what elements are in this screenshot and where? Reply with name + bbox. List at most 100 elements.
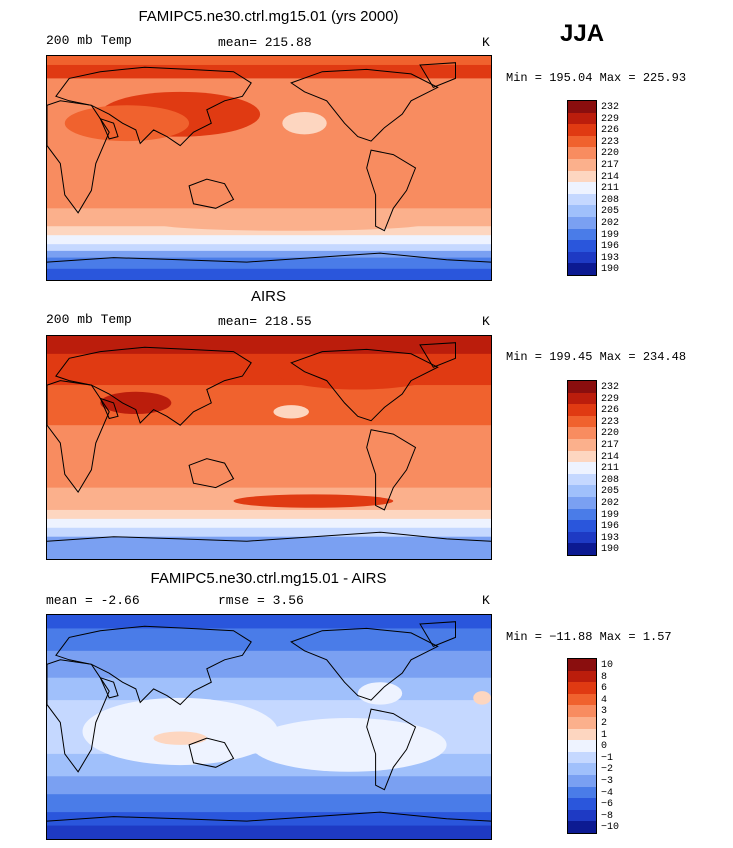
contour-band — [47, 527, 491, 538]
season-label: JJA — [560, 20, 605, 47]
contour-band — [47, 615, 491, 630]
contour-band — [47, 268, 491, 280]
contour-region — [282, 112, 327, 135]
coastline — [366, 149, 417, 232]
contour-band — [47, 64, 491, 80]
colorbar-swatch — [568, 182, 596, 194]
colorbar-swatch — [568, 693, 596, 706]
contour-band — [47, 235, 491, 246]
contour-region — [82, 697, 278, 766]
min-max-label: Min = 199.45 Max = 234.48 — [506, 350, 687, 364]
colorbar-swatch — [568, 716, 596, 729]
coastline — [419, 342, 456, 368]
coastline — [55, 625, 252, 706]
colorbar-swatch — [568, 751, 596, 764]
colorbar-label: 208 — [601, 194, 620, 206]
contour-band — [47, 677, 491, 702]
colorbar-swatch — [568, 485, 596, 497]
coastline — [188, 458, 235, 489]
colorbar-label: 211 — [601, 463, 620, 475]
coastline — [419, 621, 456, 648]
panel-title: AIRS — [250, 288, 286, 305]
colorbar-swatch — [568, 101, 596, 113]
colorbar-label: 232 — [601, 102, 620, 113]
colorbar-label: 226 — [601, 405, 620, 417]
coastline — [99, 676, 119, 699]
colorbar-swatch — [568, 659, 596, 671]
contour-region — [357, 682, 403, 705]
colorbar-swatch — [568, 496, 596, 509]
contour-region — [153, 731, 207, 745]
colorbar-swatch — [568, 381, 596, 393]
coastline — [47, 531, 491, 542]
coastline — [188, 178, 235, 209]
panel-stat-label: rmse = 3.56 — [218, 593, 304, 608]
colorbar-swatch — [568, 135, 596, 148]
contour-band — [47, 250, 491, 259]
panel-stat-label: mean= 215.88 — [218, 35, 312, 50]
colorbar-swatches — [567, 658, 597, 834]
coastline — [99, 117, 119, 140]
colorbar-swatch — [568, 147, 596, 159]
colorbar-label: −6 — [601, 799, 614, 811]
contour-band — [47, 244, 491, 252]
coastline — [47, 811, 491, 822]
colorbar-label: 223 — [601, 416, 620, 428]
colorbar-label: 199 — [601, 509, 620, 521]
colorbar-label: 193 — [601, 532, 620, 544]
min-max-label: Min = 195.04 Max = 225.93 — [506, 71, 687, 85]
colorbar-label: 217 — [601, 440, 620, 451]
colorbar-label: 226 — [601, 125, 620, 137]
colorbar-label: 208 — [601, 474, 620, 486]
colorbar-swatch — [568, 473, 596, 486]
coastline — [366, 708, 417, 791]
colorbar-swatch — [568, 508, 596, 521]
contour-band — [47, 536, 491, 559]
map-model — [46, 55, 492, 281]
colorbar-swatch — [568, 205, 596, 217]
contour-region — [251, 718, 447, 772]
colorbar-label: 193 — [601, 252, 620, 264]
contour-region — [273, 405, 309, 419]
colorbar-swatch — [568, 774, 596, 787]
colorbar-label: 211 — [601, 183, 620, 195]
colorbar-swatch — [568, 786, 596, 799]
panel-title: FAMIPC5.ne30.ctrl.mg15.01 (yrs 2000) — [138, 8, 399, 25]
colorbar-label: 205 — [601, 486, 620, 498]
coastline — [188, 737, 235, 768]
colorbar-label: 217 — [601, 160, 620, 171]
contour-band — [47, 226, 491, 237]
contour-band — [47, 336, 491, 355]
colorbar-swatch — [568, 251, 596, 264]
colorbar-label: 190 — [601, 544, 620, 556]
colorbar-label: −10 — [601, 822, 620, 834]
colorbar-swatch — [568, 170, 596, 183]
contour-band — [47, 825, 491, 839]
coastline — [47, 252, 491, 263]
colorbar-label: 2 — [601, 718, 608, 729]
colorbar-label: 190 — [601, 264, 620, 276]
colorbar-swatches — [567, 380, 597, 556]
colorbar-swatch — [568, 158, 596, 171]
panel-left-label: 200 mb Temp — [46, 312, 132, 327]
panel-left-label: mean = -2.66 — [46, 593, 140, 608]
contour-region — [100, 391, 172, 415]
colorbar-swatch — [568, 531, 596, 544]
colorbar-swatch — [568, 740, 596, 752]
contour-region — [64, 105, 190, 142]
colorbar-label: 199 — [601, 229, 620, 241]
contour-region — [233, 494, 394, 508]
colorbar-label: 229 — [601, 393, 620, 405]
colorbar-label: 214 — [601, 451, 620, 463]
colorbar-swatch — [568, 670, 596, 683]
coastline — [290, 68, 439, 142]
colorbar-label: 214 — [601, 171, 620, 183]
contour-band — [47, 257, 491, 270]
colorbar-swatch — [568, 462, 596, 474]
colorbar-swatch — [568, 438, 596, 451]
colorbar-label: 205 — [601, 206, 620, 218]
colorbar-label: 4 — [601, 694, 608, 706]
colorbar-label: 196 — [601, 241, 620, 253]
colorbar-swatches — [567, 100, 597, 276]
colorbar-label: −1 — [601, 752, 614, 764]
